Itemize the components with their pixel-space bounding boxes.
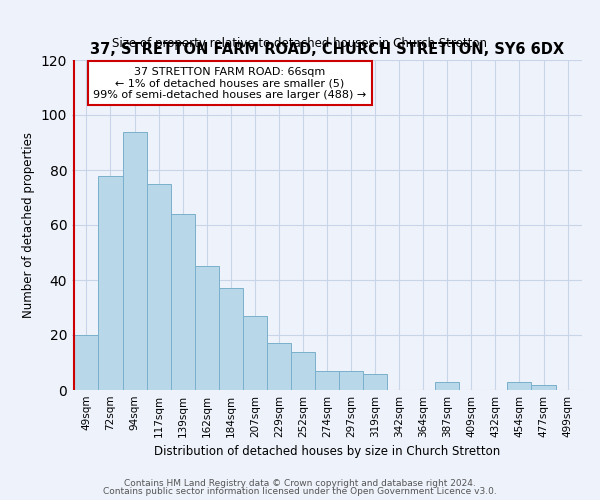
Text: Contains HM Land Registry data © Crown copyright and database right 2024.: Contains HM Land Registry data © Crown c… — [124, 478, 476, 488]
Bar — [532, 384, 556, 390]
Title: 37, STRETTON FARM ROAD, CHURCH STRETTON, SY6 6DX: 37, STRETTON FARM ROAD, CHURCH STRETTON,… — [90, 42, 564, 58]
Text: 37 STRETTON FARM ROAD: 66sqm
← 1% of detached houses are smaller (5)
99% of semi: 37 STRETTON FARM ROAD: 66sqm ← 1% of det… — [94, 66, 367, 100]
Bar — [146, 184, 170, 390]
Bar — [291, 352, 315, 390]
Bar — [508, 382, 532, 390]
Bar — [267, 343, 291, 390]
Bar — [363, 374, 387, 390]
Bar — [122, 132, 146, 390]
Text: Size of property relative to detached houses in Church Stretton: Size of property relative to detached ho… — [113, 38, 487, 51]
Text: Contains public sector information licensed under the Open Government Licence v3: Contains public sector information licen… — [103, 487, 497, 496]
Bar — [170, 214, 194, 390]
Bar — [194, 266, 219, 390]
Bar — [219, 288, 243, 390]
Bar — [435, 382, 460, 390]
Bar — [243, 316, 267, 390]
Bar — [98, 176, 122, 390]
Bar — [339, 371, 363, 390]
Y-axis label: Number of detached properties: Number of detached properties — [22, 132, 35, 318]
X-axis label: Distribution of detached houses by size in Church Stretton: Distribution of detached houses by size … — [154, 446, 500, 458]
Bar — [74, 335, 98, 390]
Bar — [315, 371, 339, 390]
